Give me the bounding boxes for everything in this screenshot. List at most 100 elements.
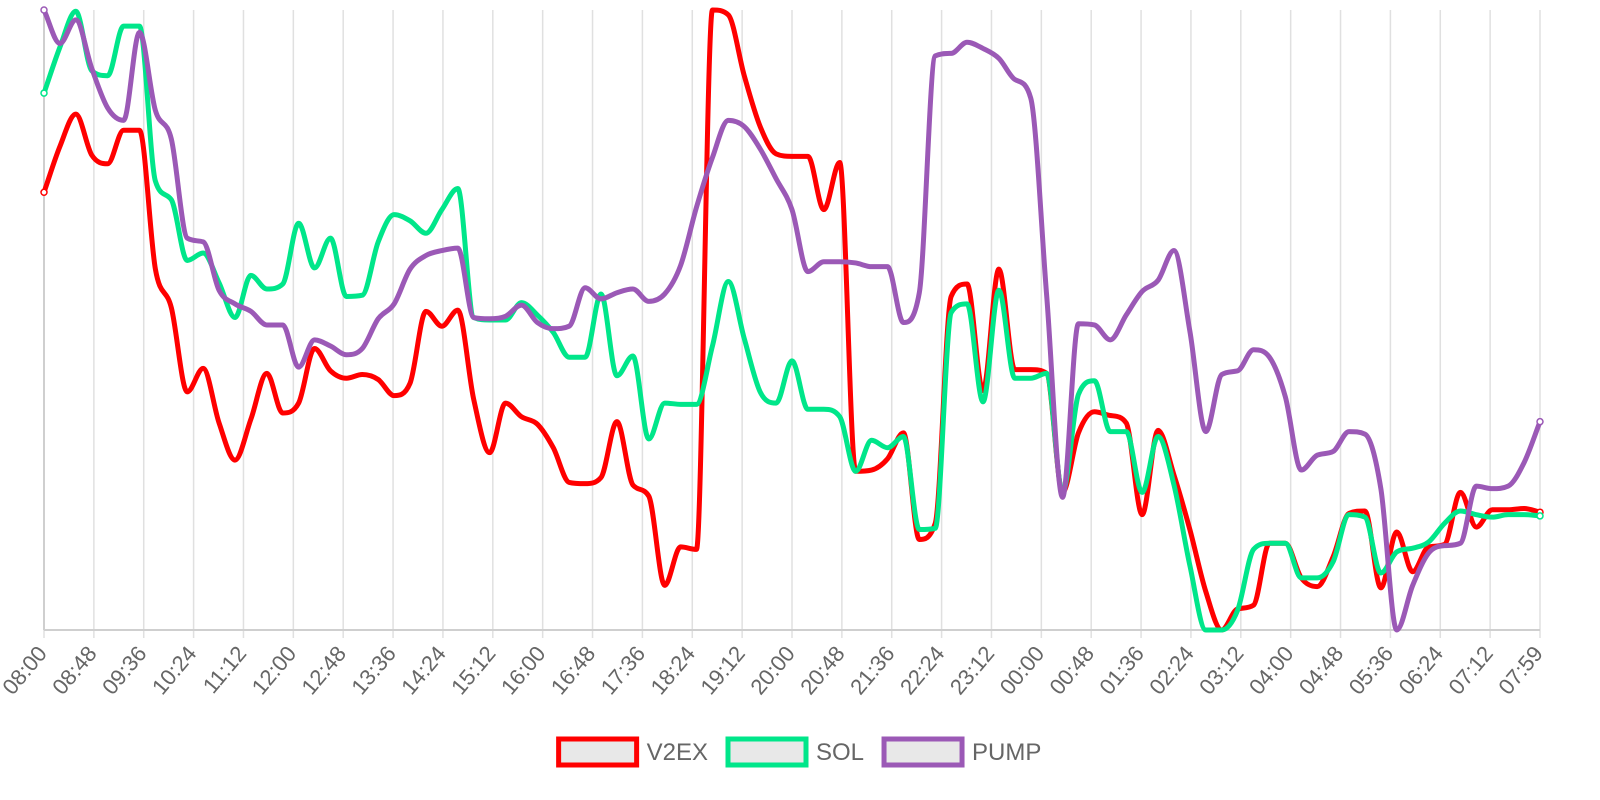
x-tick-label: 09:36	[97, 641, 152, 699]
data-point	[1028, 367, 1033, 372]
data-point	[774, 401, 779, 406]
data-point	[1490, 486, 1495, 491]
data-point	[1394, 549, 1399, 554]
data-point	[567, 324, 572, 329]
data-point	[201, 366, 206, 371]
data-point	[821, 207, 826, 212]
data-point	[1156, 428, 1161, 433]
data-point	[1299, 468, 1304, 473]
data-point	[599, 296, 604, 301]
data-point	[790, 154, 794, 159]
data-point	[630, 482, 635, 487]
x-tick-label: 20:00	[745, 641, 800, 699]
data-point	[1362, 515, 1367, 520]
data-point	[73, 112, 78, 117]
x-tick-label: 13:36	[346, 641, 401, 699]
data-point	[232, 301, 237, 306]
data-point	[40, 6, 48, 14]
data-point	[153, 108, 158, 113]
data-point	[710, 155, 715, 160]
x-tick-label: 08:00	[0, 641, 52, 699]
data-point	[1362, 508, 1367, 513]
data-point	[662, 583, 667, 588]
data-point	[678, 263, 683, 268]
data-point	[1410, 583, 1415, 588]
data-point	[1331, 559, 1336, 564]
data-point	[1474, 525, 1479, 530]
data-point	[1474, 512, 1479, 517]
data-point	[1203, 628, 1208, 632]
x-tick-label: 15:12	[446, 641, 501, 699]
data-point	[1458, 541, 1463, 546]
data-point	[344, 294, 349, 299]
data-point	[40, 89, 48, 97]
data-point	[917, 527, 922, 532]
data-point	[965, 301, 970, 306]
data-point	[1410, 546, 1415, 551]
data-point	[1267, 355, 1272, 360]
data-point	[1028, 376, 1033, 381]
x-tick-label: 20:48	[795, 641, 850, 699]
data-point	[821, 259, 826, 264]
series-line	[41, 8, 1543, 633]
data-point	[137, 30, 142, 35]
data-point	[662, 291, 667, 296]
data-point	[1315, 575, 1320, 580]
data-point	[1251, 603, 1256, 608]
data-point	[232, 458, 237, 463]
data-point	[774, 176, 779, 181]
data-point	[614, 419, 619, 424]
data-point	[1060, 495, 1065, 500]
data-point	[758, 124, 763, 129]
data-point	[439, 248, 444, 253]
data-point	[121, 128, 126, 133]
data-point	[455, 246, 460, 251]
legend-item-sol[interactable]: SOL	[725, 736, 864, 768]
x-tick-labels: 08:0008:4809:3610:2411:1212:0012:4813:36…	[0, 641, 1548, 699]
x-tick-label: 00:48	[1044, 641, 1099, 699]
data-point	[710, 344, 715, 349]
data-point	[169, 197, 174, 202]
data-point	[312, 337, 317, 342]
data-point	[535, 422, 540, 427]
legend-item-v2ex[interactable]: V2EX	[556, 736, 708, 768]
data-point	[1251, 547, 1256, 552]
data-point	[312, 265, 317, 270]
x-tick-label: 18:24	[646, 641, 701, 699]
data-point	[185, 389, 190, 394]
legend-item-pump[interactable]: PUMP	[881, 736, 1041, 768]
legend[interactable]: V2EX SOL PUMP	[556, 736, 1042, 768]
data-point	[1044, 371, 1049, 376]
data-point	[869, 438, 874, 443]
data-point	[646, 437, 651, 442]
data-point	[535, 313, 540, 318]
data-point	[185, 236, 190, 241]
data-point	[1251, 347, 1256, 352]
data-point	[1362, 432, 1367, 437]
data-point	[1442, 543, 1447, 548]
data-point	[726, 118, 731, 123]
data-point	[185, 258, 190, 263]
x-tick-label: 04:00	[1244, 641, 1299, 699]
data-point	[869, 264, 874, 269]
x-tick-label: 06:24	[1394, 641, 1449, 699]
data-point	[1426, 551, 1431, 556]
data-point	[1474, 484, 1479, 489]
data-point	[121, 118, 126, 123]
data-point	[1076, 430, 1081, 435]
data-point	[1522, 460, 1527, 465]
x-tick-label: 00:00	[995, 641, 1050, 699]
data-point	[1076, 392, 1081, 397]
data-point	[646, 494, 651, 499]
data-point	[1426, 539, 1431, 544]
data-point	[678, 544, 683, 549]
data-point	[280, 411, 285, 415]
data-point	[232, 315, 237, 320]
data-point	[264, 287, 269, 291]
data-point	[40, 188, 48, 197]
x-tick-label: 11:12	[198, 641, 251, 698]
data-point	[1219, 372, 1224, 377]
data-point	[248, 309, 253, 314]
data-point	[567, 480, 572, 485]
